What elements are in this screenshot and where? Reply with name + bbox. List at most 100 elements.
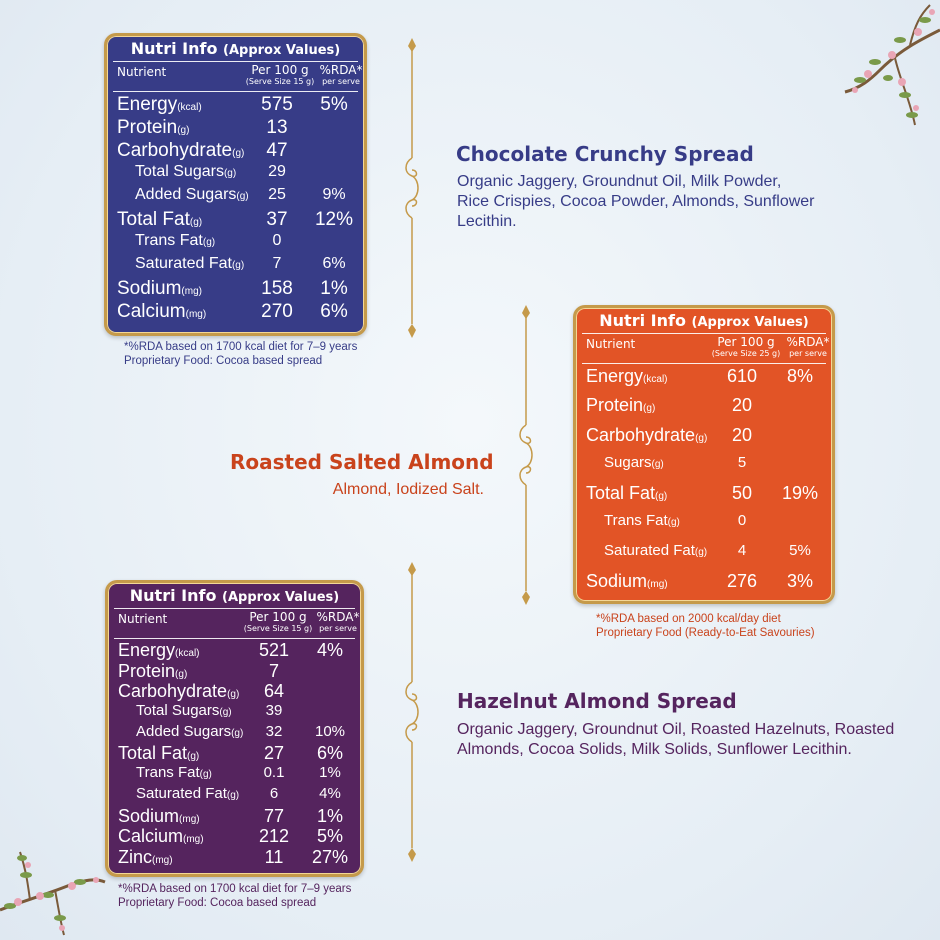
col-rda-label: %RDA* (319, 63, 363, 77)
nutrient-rda: 3% (786, 571, 813, 592)
nutrient-value: 20 (731, 395, 753, 416)
nutrient-name: Calcium(mg) (117, 301, 206, 323)
nutrient-value: 37 (266, 209, 288, 230)
nutrient-value: 575 (261, 94, 293, 115)
nutrient-rda: 4% (316, 640, 343, 660)
nutrient-value: 0 (272, 232, 282, 249)
nutrient-rows: Energy(kcal) 610 8% Protein(g) 20 Carbohydrat… (576, 364, 832, 600)
panel-title-main: Nutri Info (599, 311, 686, 330)
nutrient-rda: 8% (786, 366, 813, 386)
col-serve-size: (Serve Size 15 g) (243, 624, 313, 633)
nutrient-label: Saturated Fat (135, 255, 232, 272)
footnote-category: Proprietary Food (Ready-to-Eat Savouries… (596, 627, 815, 639)
nutrient-name: Protein(g) (118, 661, 187, 682)
nutrient-unit: (g) (651, 458, 664, 470)
nutrient-row: Calcium(mg) 270 6% (107, 301, 364, 324)
column-header: Nutrient Per 100 g (Serve Size 15 g) %RDA… (113, 62, 362, 92)
col-per-100g: Per 100 g (Serve Size 15 g) (242, 610, 314, 634)
nutrient-row: Energy(kcal) 575 5% (107, 94, 364, 117)
nutrient-unit: (g) (694, 546, 708, 558)
nutrient-unit: (g) (226, 789, 240, 801)
nutrient-unit: (g) (199, 769, 212, 781)
nutrient-unit: (g) (231, 260, 245, 271)
nutrient-name: Trans Fat(g) (604, 512, 680, 529)
nutrient-rda: 19% (781, 483, 819, 504)
nutrient-row: Sodium(mg) 276 3% (576, 571, 832, 600)
nutrient-row: Energy(kcal) 610 8% (576, 366, 832, 395)
nutrient-row: Total Sugars(g) 39 (108, 702, 361, 723)
nutrient-rda: 1% (316, 805, 343, 826)
nutrient-name: Sodium(mg) (586, 571, 668, 592)
nutrient-unit: (g) (187, 751, 200, 763)
nutrient-label: Zinc (118, 846, 153, 867)
nutrient-value: 13 (266, 117, 288, 138)
nutrient-value: 6 (269, 784, 279, 802)
nutrient-unit: (g) (232, 148, 245, 159)
nutrient-unit: (g) (655, 491, 668, 503)
nutrient-value: 4 (737, 541, 747, 559)
nutrient-unit: (g) (236, 191, 249, 202)
nutrient-row: Total Fat(g) 27 6% (108, 743, 361, 764)
nutrient-row: Saturated Fat(g) 6 4% (108, 785, 361, 806)
nutrient-unit: (mg) (152, 854, 173, 866)
nutrient-label: Sugars (604, 453, 652, 471)
nutrient-name: Energy(kcal) (118, 640, 200, 661)
nutrient-row: Total Fat(g) 50 19% (576, 483, 832, 512)
nutrient-name: Protein(g) (586, 395, 655, 416)
nutrient-value: 212 (258, 826, 290, 847)
nutrient-rda: 4% (319, 784, 341, 802)
product-ingredients-chocolate: Organic Jaggery, Groundnut Oil, Milk Pow… (457, 173, 815, 230)
footnote-chocolate: *%RDA based on 1700 kcal diet for 7–9 ye… (124, 340, 357, 368)
footnote-almond: *%RDA based on 2000 kcal/day diet Propri… (596, 612, 815, 640)
nutrient-name: Added Sugars(g) (136, 723, 243, 740)
nutrient-name: Sodium(mg) (117, 278, 202, 300)
nutrient-row: Added Sugars(g) 25 9% (107, 186, 364, 209)
nutrient-value: 7 (268, 660, 279, 681)
nutrient-unit: (g) (667, 517, 680, 529)
nutrient-unit: (kcal) (177, 102, 202, 113)
nutrient-label: Total Sugars (135, 163, 224, 180)
panel-title-sub: (Approx Values) (222, 590, 340, 605)
nutrient-name: Total Fat(g) (586, 483, 667, 504)
nutrient-value: 64 (263, 681, 285, 702)
nutrient-rda: 12% (314, 209, 354, 230)
col-per-label: Per 100 g (717, 335, 775, 349)
nutrient-row: Protein(g) 20 (576, 395, 832, 424)
nutrient-row: Zinc(mg) 11 27% (108, 847, 361, 868)
ornament-divider-1-icon (405, 38, 419, 338)
nutrient-name: Total Fat(g) (117, 209, 202, 231)
nutrient-unit: (mg) (179, 813, 200, 825)
nutri-info-panel-hazelnut: Nutri Info (Approx Values) Nutrient Per … (105, 580, 364, 877)
footnote-rda: *%RDA based on 1700 kcal diet for 7–9 ye… (118, 883, 352, 895)
nutrient-label: Total Fat (117, 209, 190, 230)
panel-title-sub: (Approx Values) (691, 315, 809, 330)
nutrient-rda: 1% (319, 764, 341, 782)
col-rda: %RDA* per serve (780, 335, 832, 359)
nutrient-unit: (kcal) (175, 648, 200, 659)
col-per-label: Per 100 g (249, 610, 307, 624)
nutrient-name: Calcium(mg) (118, 826, 204, 847)
footnote-category: Proprietary Food: Cocoa based spread (124, 355, 323, 367)
col-rda: %RDA* per serve (312, 611, 361, 634)
nutrient-rda: 5% (789, 541, 811, 559)
nutrient-value: 11 (264, 846, 284, 867)
nutrient-unit: (g) (227, 689, 240, 701)
nutrient-rda: 10% (314, 722, 346, 740)
nutrient-rda: 1% (320, 278, 348, 299)
nutrient-name: Sodium(mg) (118, 806, 200, 827)
nutrient-value: 0 (737, 512, 747, 530)
nutrient-unit: (g) (202, 237, 216, 248)
col-per-100g: Per 100 g (Serve Size 15 g) (245, 64, 315, 87)
nutrient-label: Protein (586, 395, 644, 416)
nutrient-row: Energy(kcal) 521 4% (108, 640, 361, 661)
nutrient-unit: (mg) (185, 309, 207, 320)
nutrient-label: Energy (586, 366, 644, 386)
product-title-almond: Roasted Salted Almond (230, 450, 494, 474)
nutrient-row: Sodium(mg) 77 1% (108, 806, 361, 827)
nutrient-label: Sodium (117, 278, 182, 299)
product-title-chocolate: Chocolate Crunchy Spread (456, 142, 754, 166)
col-rda-label: %RDA* (786, 335, 830, 349)
nutrient-label: Trans Fat (135, 232, 203, 249)
nutrient-value: 27 (263, 743, 285, 764)
nutrient-name: Saturated Fat(g) (136, 785, 239, 802)
